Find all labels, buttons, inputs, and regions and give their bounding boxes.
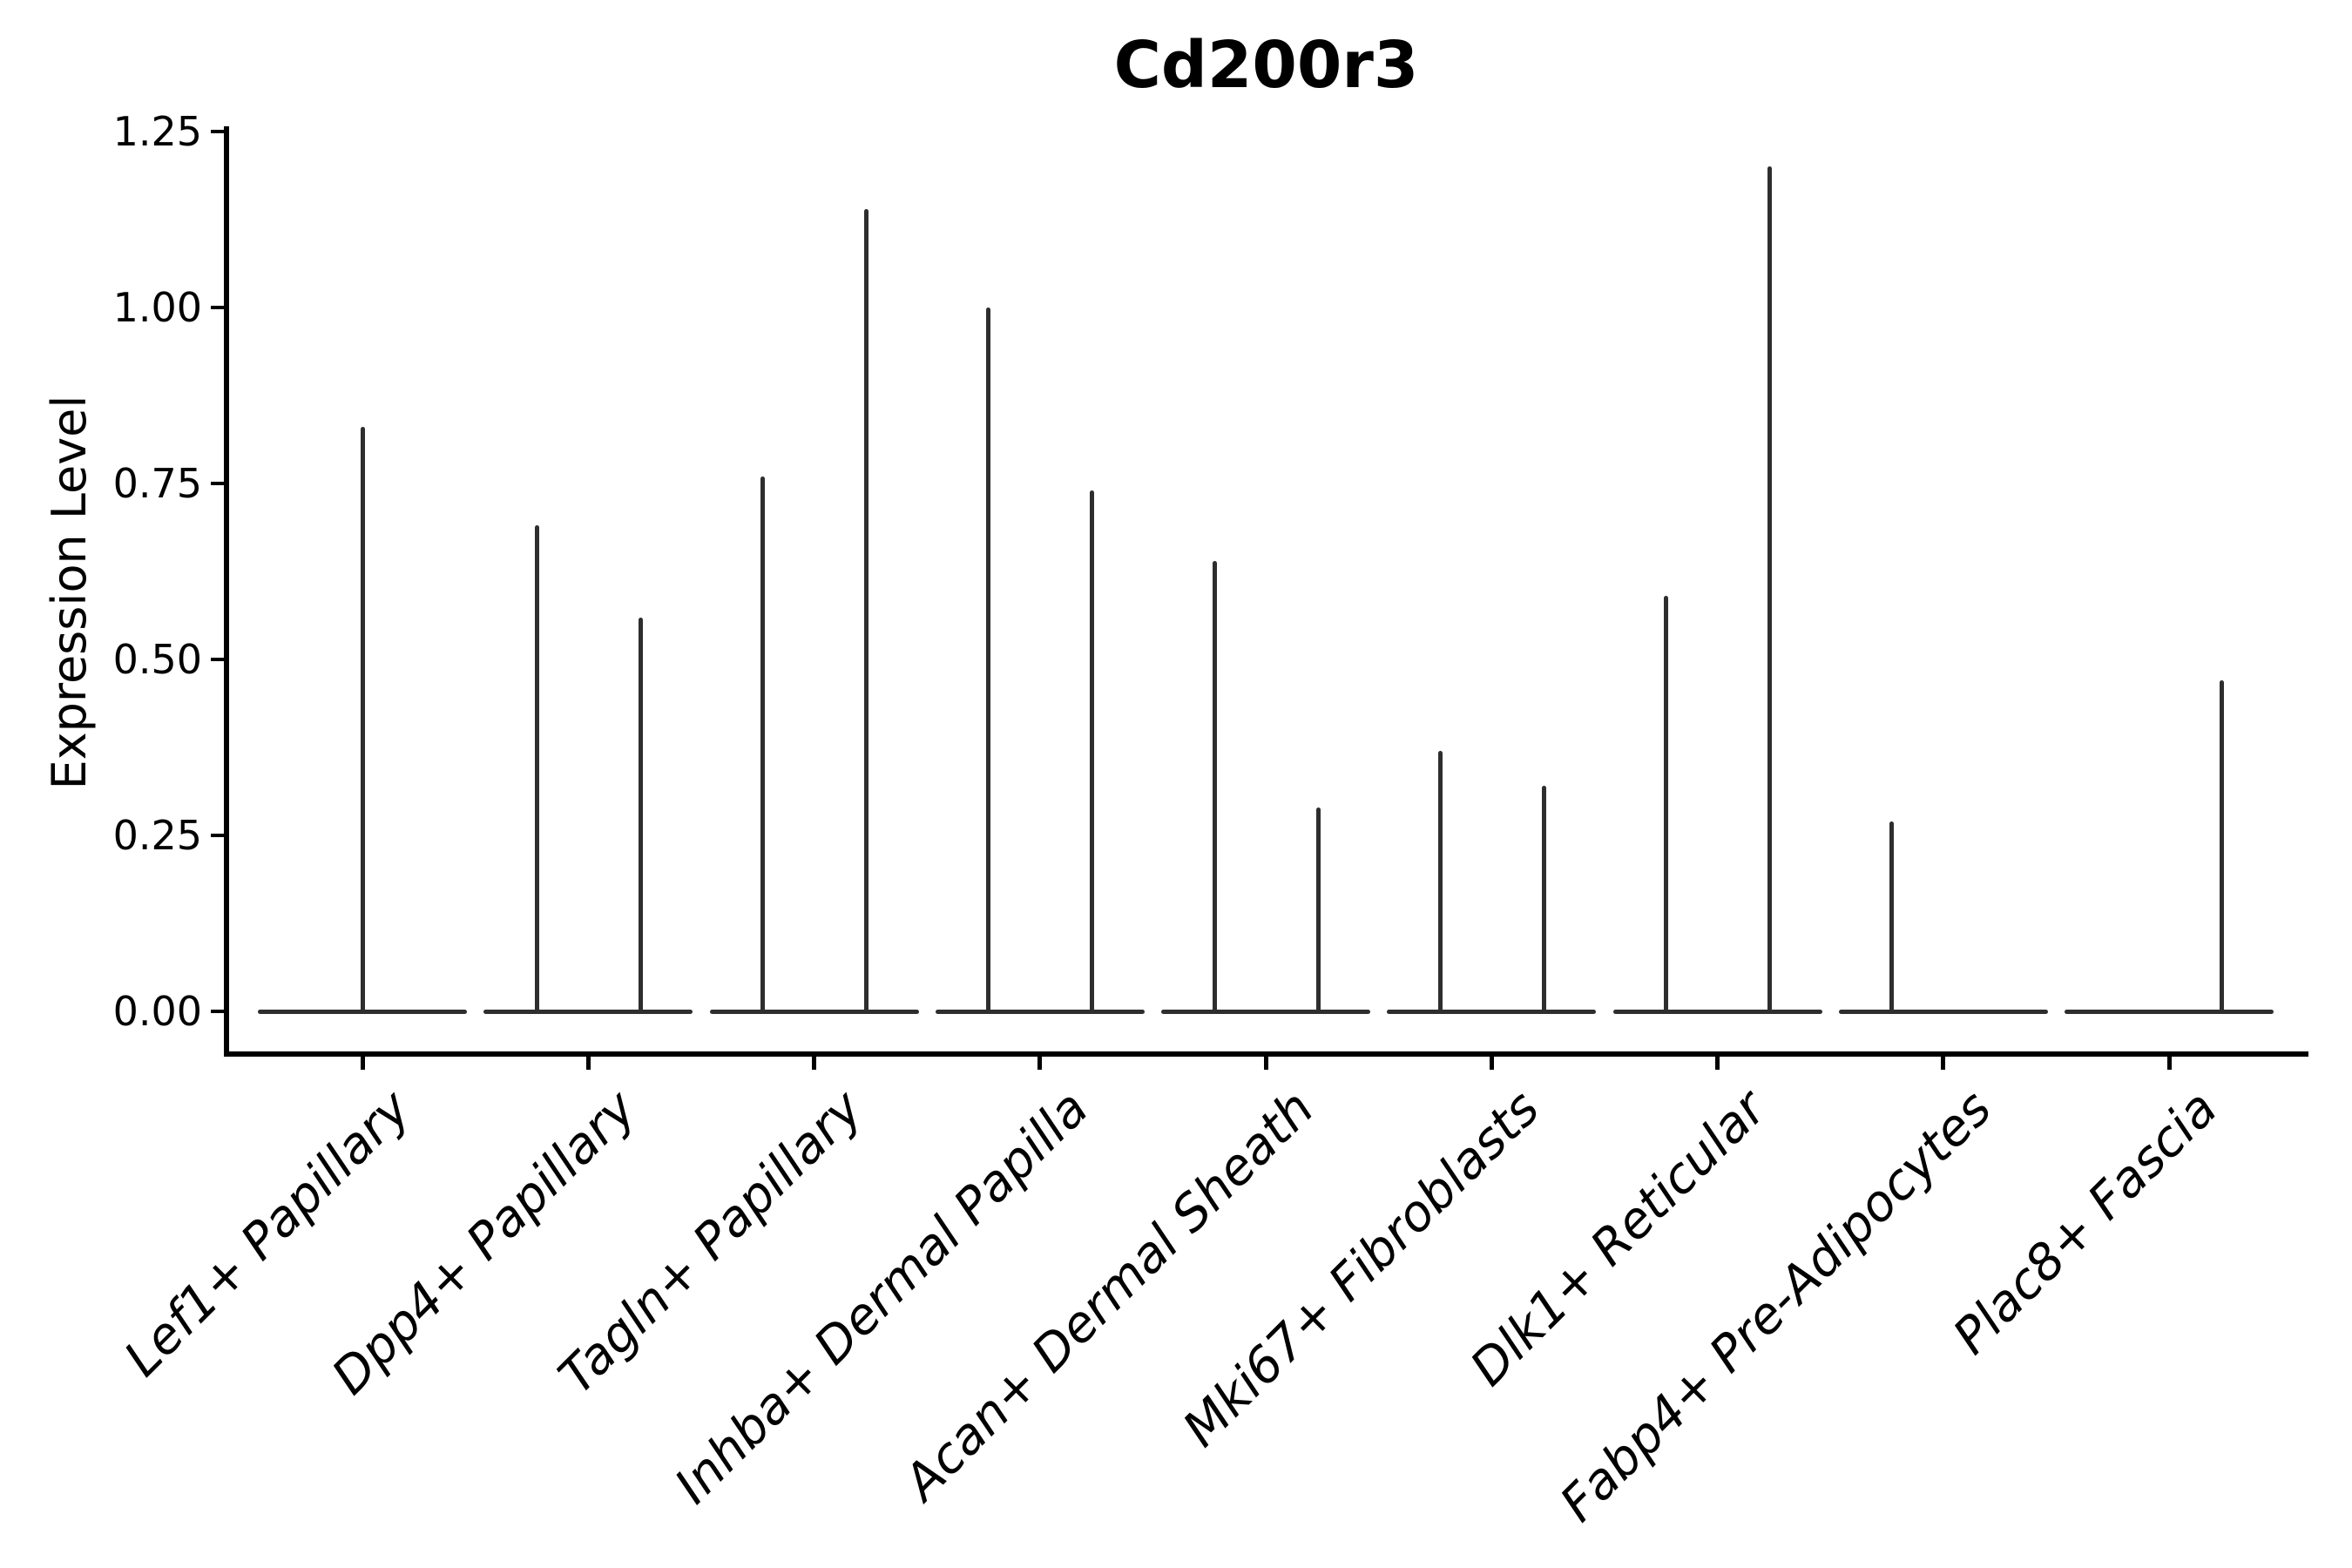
violin-spike bbox=[2219, 680, 2224, 1011]
violin-spike bbox=[534, 525, 539, 1011]
y-tick-mark bbox=[211, 1010, 224, 1013]
violin-spike bbox=[1315, 807, 1321, 1011]
y-tick-mark bbox=[211, 834, 224, 837]
y-tick-label: 0.50 bbox=[112, 636, 202, 683]
violin-baseline bbox=[483, 1009, 693, 1014]
violin-baseline bbox=[709, 1009, 919, 1014]
violin-spike bbox=[1090, 490, 1095, 1011]
y-tick-mark bbox=[211, 306, 224, 309]
violin-baseline bbox=[1838, 1009, 2048, 1014]
violin-spike bbox=[1767, 166, 1772, 1011]
y-tick-label: 0.00 bbox=[112, 988, 202, 1035]
violin-baseline bbox=[2065, 1009, 2274, 1014]
violin-spike bbox=[1664, 596, 1668, 1011]
y-tick-label: 1.00 bbox=[112, 284, 202, 331]
x-tick-mark bbox=[812, 1057, 816, 1070]
x-tick-mark bbox=[585, 1057, 591, 1070]
violin-baseline bbox=[1612, 1009, 1822, 1014]
x-tick-mark bbox=[1263, 1057, 1268, 1070]
violin-spike bbox=[760, 476, 765, 1011]
x-tick-mark bbox=[1715, 1057, 1720, 1070]
violin-spike bbox=[1889, 821, 1895, 1011]
x-tick-mark bbox=[1941, 1057, 1946, 1070]
violin-spike bbox=[1437, 751, 1443, 1011]
violin-spike bbox=[638, 617, 643, 1011]
violin-baseline bbox=[258, 1009, 467, 1014]
x-tick-mark bbox=[2166, 1057, 2172, 1070]
violin-spike bbox=[986, 308, 991, 1011]
chart-title: Cd200r3 bbox=[1113, 28, 1419, 103]
y-tick-mark bbox=[211, 658, 224, 661]
x-tick-mark bbox=[360, 1057, 365, 1070]
y-axis-spine bbox=[224, 126, 229, 1057]
x-tick-mark bbox=[1489, 1057, 1494, 1070]
x-tick-mark bbox=[1037, 1057, 1043, 1070]
violin-baseline bbox=[935, 1009, 1145, 1014]
y-tick-label: 0.75 bbox=[112, 460, 202, 507]
y-tick-mark bbox=[211, 130, 224, 133]
y-tick-mark bbox=[211, 482, 224, 485]
violin-spike bbox=[360, 427, 365, 1011]
violin-baseline bbox=[1161, 1009, 1370, 1014]
violin-spike bbox=[864, 208, 868, 1011]
y-tick-label: 1.25 bbox=[112, 108, 202, 155]
violin-spike bbox=[1541, 786, 1546, 1011]
violin-baseline bbox=[1387, 1009, 1597, 1014]
x-axis-spine bbox=[224, 1051, 2308, 1057]
violin-spike bbox=[1212, 560, 1217, 1011]
y-tick-label: 0.25 bbox=[112, 812, 202, 859]
y-axis-title: Expression Level bbox=[42, 395, 97, 790]
